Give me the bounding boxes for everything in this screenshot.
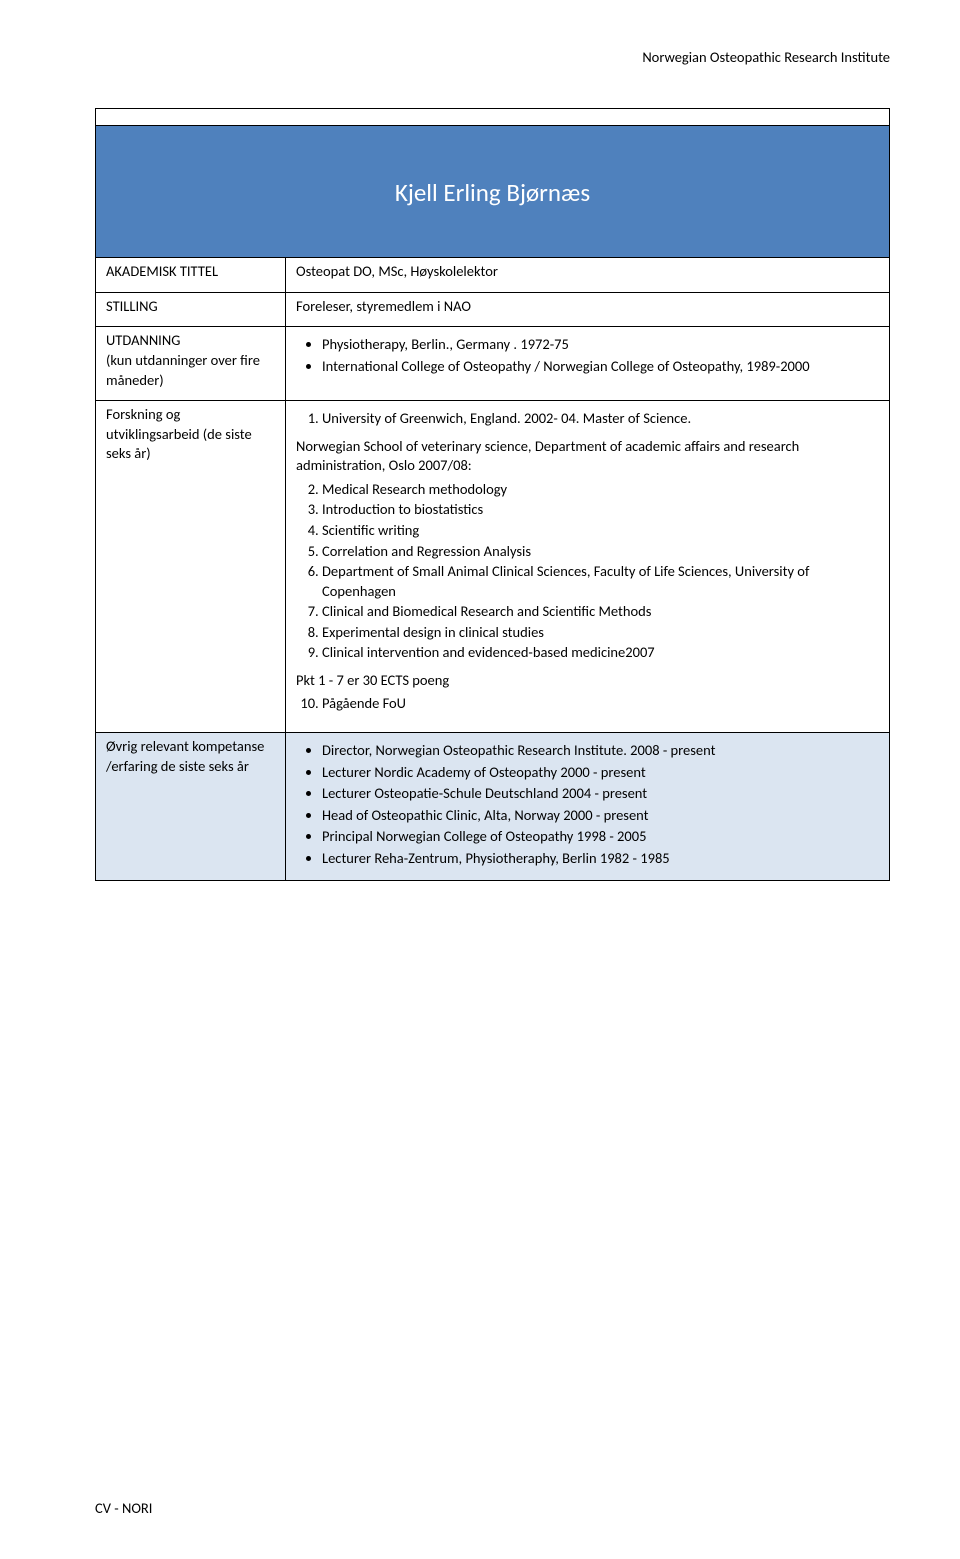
forskning-list2: Medical Research methodology Introductio… — [296, 480, 879, 663]
list-item: Physiotherapy, Berlin., Germany . 1972-7… — [322, 335, 879, 355]
row-ovrig: Øvrig relevant kompetanse /erfaring de s… — [96, 733, 890, 881]
label-utdanning-l2: (kun utdanninger over fire måneder) — [106, 351, 260, 389]
forskning-list3: Pågående FoU — [296, 694, 879, 714]
label-utdanning-l1: UTDANNING — [106, 331, 180, 349]
list-item: Correlation and Regression Analysis — [322, 542, 879, 562]
header-institute: Norwegian Osteopathic Research Institute — [95, 48, 890, 68]
list-item: Principal Norwegian College of Osteopath… — [322, 827, 879, 847]
footer-text: CV - NORI — [95, 1499, 152, 1519]
list-item: University of Greenwich, England. 2002- … — [322, 409, 879, 429]
label-ovrig: Øvrig relevant kompetanse /erfaring de s… — [96, 733, 286, 881]
list-item: Lecturer Nordic Academy of Osteopathy 20… — [322, 763, 879, 783]
list-item: Lecturer Reha-Zentrum, Physiotheraphy, B… — [322, 849, 879, 869]
list-item: Clinical intervention and evidenced-base… — [322, 643, 879, 663]
list-item: Head of Osteopathic Clinic, Alta, Norway… — [322, 806, 879, 826]
list-item: Director, Norwegian Osteopathic Research… — [322, 741, 879, 761]
value-stilling: Foreleser, styremedlem i NAO — [286, 292, 890, 327]
utdanning-list: Physiotherapy, Berlin., Germany . 1972-7… — [296, 335, 879, 376]
list-item: Clinical and Biomedical Research and Sci… — [322, 602, 879, 622]
value-ovrig: Director, Norwegian Osteopathic Research… — [286, 733, 890, 881]
row-utdanning: UTDANNING (kun utdanninger over fire mån… — [96, 327, 890, 401]
ovrig-list: Director, Norwegian Osteopathic Research… — [296, 741, 879, 868]
list-item: Medical Research methodology — [322, 480, 879, 500]
value-akademisk: Osteopat DO, MSc, Høyskolelektor — [286, 258, 890, 293]
forskning-intro: Norwegian School of veterinary science, … — [296, 437, 879, 476]
list-item: Experimental design in clinical studies — [322, 623, 879, 643]
list-item: Department of Small Animal Clinical Scie… — [322, 562, 879, 601]
value-forskning: University of Greenwich, England. 2002- … — [286, 401, 890, 733]
name-row: Kjell Erling Bjørnæs — [96, 108, 890, 258]
row-akademisk: AKADEMISK TITTEL Osteopat DO, MSc, Høysk… — [96, 258, 890, 293]
label-stilling: STILLING — [96, 292, 286, 327]
row-forskning: Forskning og utviklingsarbeid (de siste … — [96, 401, 890, 733]
cv-table: Kjell Erling Bjørnæs AKADEMISK TITTEL Os… — [95, 108, 890, 882]
value-utdanning: Physiotherapy, Berlin., Germany . 1972-7… — [286, 327, 890, 401]
person-name: Kjell Erling Bjørnæs — [96, 126, 889, 258]
list-item: Pågående FoU — [322, 694, 879, 714]
list-item: International College of Osteopathy / No… — [322, 357, 879, 377]
row-stilling: STILLING Foreleser, styremedlem i NAO — [96, 292, 890, 327]
page: Norwegian Osteopathic Research Institute… — [0, 0, 960, 1559]
label-utdanning: UTDANNING (kun utdanninger over fire mån… — [96, 327, 286, 401]
list-item: Introduction to biostatistics — [322, 500, 879, 520]
list-item: Lecturer Osteopatie-Schule Deutschland 2… — [322, 784, 879, 804]
label-akademisk: AKADEMISK TITTEL — [96, 258, 286, 293]
forskning-note: Pkt 1 - 7 er 30 ECTS poeng — [296, 671, 879, 691]
list-item: Scientific writing — [322, 521, 879, 541]
forskning-list1: University of Greenwich, England. 2002- … — [296, 409, 879, 429]
label-forskning: Forskning og utviklingsarbeid (de siste … — [96, 401, 286, 733]
